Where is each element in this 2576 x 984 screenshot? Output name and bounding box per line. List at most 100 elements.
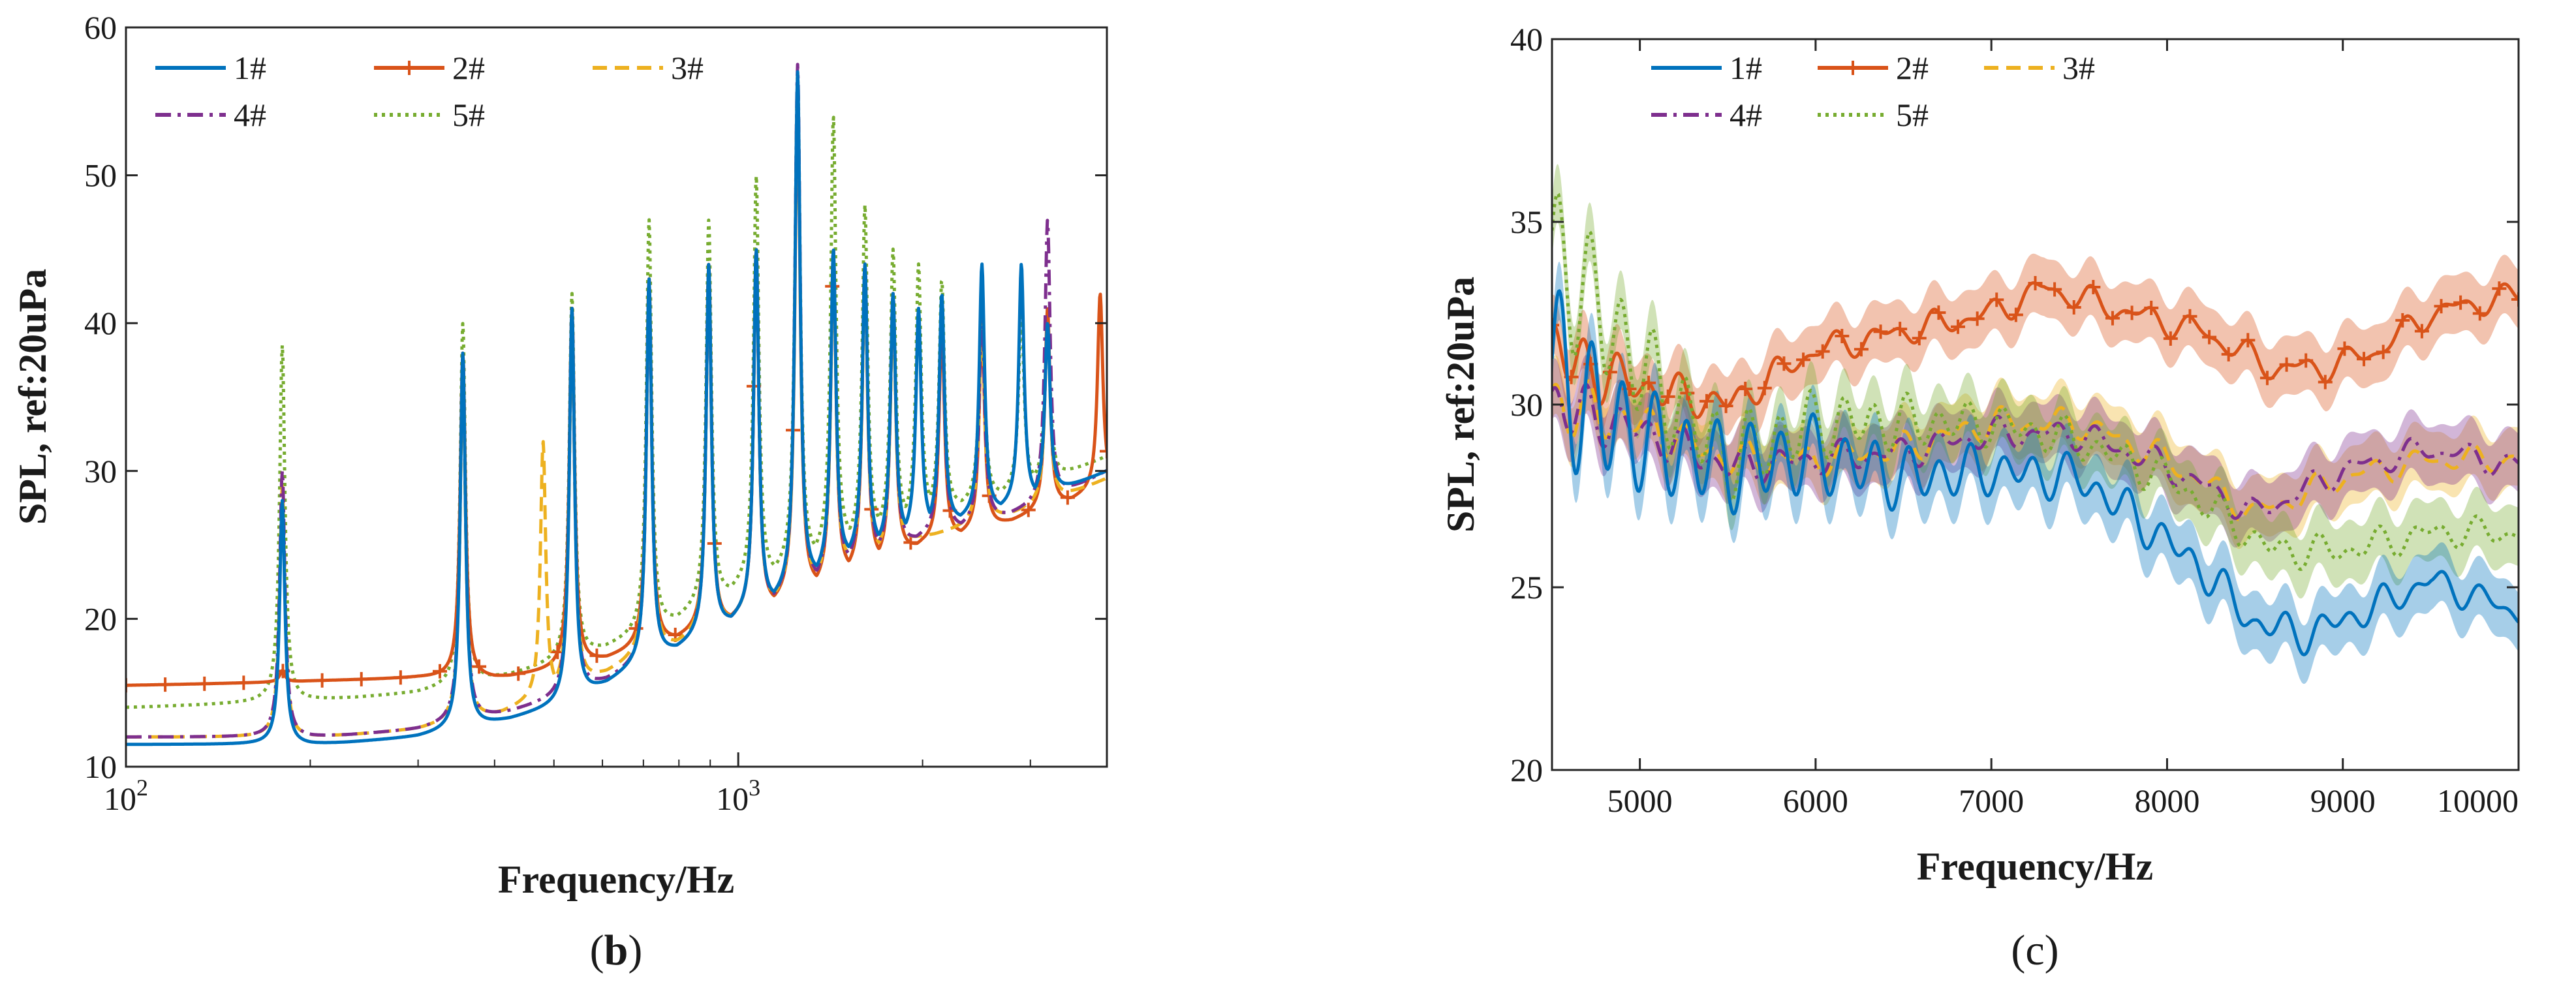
x-axis-label-b: Frequency/Hz [498,858,734,901]
marker-2-c [2202,330,2217,345]
legend-entry-4-b: 4# [155,97,266,133]
marker-2-b [472,659,487,674]
legend-entry-3-b: 3# [593,50,704,86]
y-tick-label-b: 40 [84,305,117,341]
y-tick-label-c: 25 [1510,569,1543,606]
confidence-band-4-c [1552,355,2519,548]
marker-2-c [2357,352,2372,367]
x-tick-label-c: 9000 [2310,782,2376,819]
y-tick-label-c: 30 [1510,386,1543,423]
legend-entry-1-c: 1# [1651,50,1762,86]
marker-2-c [2086,279,2101,294]
marker-2-c [1718,399,1733,414]
axes-frame-b [125,26,1108,768]
marker-2-c [2511,292,2519,307]
marker-2-c [2241,333,2256,348]
x-tick-label-c: 8000 [2134,782,2199,819]
marker-2-c [1738,381,1753,396]
legend-label: 4# [234,97,266,133]
y-tick-label-b: 10 [84,748,117,785]
marker-2-c [1931,305,1946,320]
series-line-1-c [1552,289,2519,656]
series-line-5-c [1552,191,2519,571]
marker-2-c [2472,306,2487,321]
marker-2-c [1835,329,1850,344]
marker-2-c [2163,331,2178,346]
marker-2-c [2492,281,2507,296]
marker-2-c [2105,311,2120,326]
marker-2-b [1060,490,1075,505]
ticks-c: 20 25 30 35 40 5000 6000 7000 8000 9000 10000 [1510,21,2520,819]
marker-2-c [1893,322,1908,337]
legend-entry-3-c: 3# [1984,50,2095,86]
legend-label: 5# [452,97,485,133]
marker-2-c [2047,282,2062,297]
marker-2-c [2028,276,2043,291]
y-tick-label-c: 40 [1510,21,1543,57]
confidence-band-1-c [1552,262,2519,684]
y-tick-label-c: 35 [1510,204,1543,240]
legend-entry-2-c: 2# [1818,50,1929,86]
legend-marker [402,61,416,75]
marker-2-c [2376,345,2391,360]
marker-2-c [2337,341,2352,356]
marker-2-c [2124,305,2139,320]
x-tick-label-c: 5000 [1607,782,1673,819]
marker-2-c [1552,318,1559,333]
marker-2-c [2259,371,2274,386]
marker-2-b [236,675,251,690]
legend-label: 4# [1730,97,1762,133]
marker-2-c [1989,292,2004,307]
legend-label: 1# [1730,50,1762,86]
x-tick-label-b: 102 [104,775,148,817]
y-tick-label-b: 20 [84,600,117,637]
series-line-4-b [126,63,1107,739]
marker-2-c [1641,375,1656,390]
marker-2-b [432,664,447,679]
marker-2-b [158,677,173,692]
marker-2-c [1815,344,1830,359]
marker-2-c [1796,352,1811,367]
marker-2-c [1873,324,1888,339]
marker-2-b [197,676,212,691]
confidence-band-5-c [1552,164,2519,599]
legend-label: 3# [2062,50,2095,86]
y-tick-label-c: 20 [1510,752,1543,788]
marker-2-c [2144,300,2159,315]
legend-marker [1846,61,1860,75]
confidence-band-3-c [1552,352,2519,549]
marker-2-c [1699,393,1714,408]
marker-2-c [1970,311,1985,326]
marker-2-c [2221,346,2236,361]
marker-2-c [2279,357,2294,372]
x-tick-label-c: 6000 [1783,782,1848,819]
marker-2-c [2066,300,2081,315]
marker-2-c [2395,313,2410,328]
legend-label: 2# [452,50,485,86]
x-tick-exponent-b: 2 [136,775,148,801]
y-tick-label-b: 60 [84,9,117,46]
panel-letter-b: b [604,927,628,974]
marker-2-c [2453,295,2468,310]
y-tick-label-b: 50 [84,157,117,194]
y-axis-label-b: SPL, ref:20uPa [11,269,54,525]
marker-2-c [1854,342,1869,357]
x-tick-label-c: 7000 [1959,782,2024,819]
marker-2-c [2299,353,2314,368]
marker-2-b [511,666,526,681]
panel-label-b: (b) [590,927,643,974]
marker-2-c [1912,331,1927,346]
x-tick-exponent-b: 3 [749,775,760,801]
series-line-1-b [126,70,1107,746]
legend-entry-4-c: 4# [1651,97,1762,133]
marker-2-b [315,673,330,688]
panel-letter-c: c [2025,927,2044,974]
legend-label: 3# [671,50,704,86]
marker-2-b [1021,502,1036,517]
legend-entry-5-b: 5# [374,97,485,133]
legend-label: 5# [1896,97,1929,133]
